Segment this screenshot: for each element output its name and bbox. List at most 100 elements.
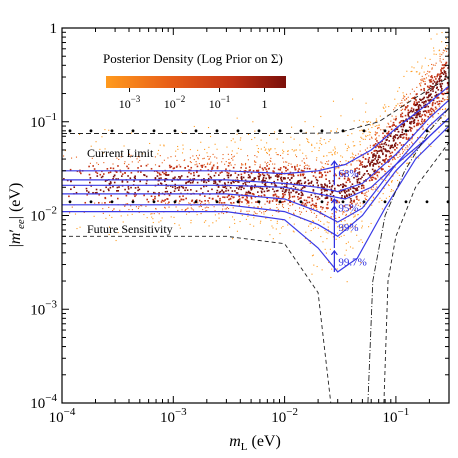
scatter-point	[240, 137, 242, 139]
scatter-point	[198, 199, 201, 202]
scatter-point	[257, 147, 259, 150]
scatter-point	[112, 210, 114, 212]
scatter-point	[397, 172, 399, 174]
scatter-point	[275, 185, 278, 187]
scatter-point	[431, 108, 434, 111]
scatter-point	[426, 85, 429, 88]
scatter-point	[382, 145, 385, 148]
scatter-point	[263, 211, 265, 213]
scatter-point	[230, 181, 232, 184]
scatter-point	[135, 193, 137, 196]
scatter-point	[413, 118, 416, 121]
scatter-point	[208, 202, 210, 204]
scatter-point	[283, 200, 286, 203]
scatter-point	[353, 216, 355, 218]
scatter-point	[379, 197, 381, 199]
scatter-point	[167, 202, 169, 204]
scatter-point	[124, 205, 126, 207]
scatter-point	[316, 198, 319, 201]
scatter-point	[300, 203, 303, 206]
scatter-point	[371, 126, 373, 129]
scatter-point	[160, 177, 162, 179]
scatter-point	[397, 179, 399, 182]
scatter-point	[431, 88, 433, 90]
scatter-point	[327, 229, 329, 231]
scatter-point	[239, 185, 242, 188]
scatter-point	[257, 169, 260, 172]
scatter-point	[370, 188, 372, 190]
scatter-point	[427, 105, 430, 108]
scatter-point	[344, 192, 347, 194]
scatter-point	[353, 156, 355, 158]
scatter-point	[363, 187, 365, 189]
scatter-point	[299, 164, 301, 166]
scatter-point	[356, 189, 359, 191]
scatter-point	[324, 197, 327, 200]
scatter-point	[372, 165, 375, 167]
scatter-point	[88, 173, 91, 176]
scatter-point	[178, 175, 180, 178]
scatter-point	[282, 187, 285, 190]
scatter-point	[224, 208, 226, 210]
scatter-point	[229, 186, 232, 189]
scatter-point	[411, 88, 413, 90]
scatter-point	[269, 149, 271, 151]
x-tick-label: 10−3	[160, 406, 187, 426]
scatter-point	[444, 115, 446, 117]
scatter-point	[204, 165, 207, 168]
scatter-point	[299, 217, 302, 219]
scatter-point	[154, 195, 156, 198]
scatter-point	[399, 105, 401, 107]
scatter-point	[187, 165, 189, 168]
scatter-point	[391, 181, 393, 183]
scatter-point	[344, 254, 346, 256]
scatter-point	[108, 189, 110, 192]
scatter-point	[219, 190, 222, 193]
scatter-point	[157, 179, 160, 182]
scatter-point	[362, 138, 364, 140]
scatter-point	[438, 78, 440, 80]
scatter-point	[219, 180, 221, 183]
scatter-point	[397, 90, 399, 92]
scatter-point	[334, 153, 336, 155]
dot	[89, 200, 93, 204]
scatter-point	[406, 98, 408, 100]
scatter-point	[340, 155, 342, 157]
scatter-point	[200, 179, 203, 182]
scatter-point	[274, 175, 277, 177]
scatter-point	[174, 183, 177, 186]
scatter-point	[258, 203, 260, 205]
scatter-point	[420, 88, 423, 91]
scatter-point	[224, 185, 227, 188]
scatter-point	[394, 145, 397, 147]
scatter-point	[276, 174, 279, 176]
scatter-point	[392, 158, 394, 160]
scatter-point	[314, 205, 317, 207]
scatter-point	[362, 121, 364, 123]
scatter-point	[217, 186, 220, 188]
scatter-point	[216, 157, 218, 159]
scatter-point	[358, 168, 361, 170]
scatter-point	[330, 151, 332, 153]
scatter-point	[436, 86, 439, 89]
scatter-point	[402, 158, 404, 160]
scatter-point	[294, 187, 297, 189]
scatter-point	[308, 196, 311, 199]
scatter-point	[216, 166, 219, 168]
scatter-point	[312, 254, 314, 256]
scatter-point	[214, 210, 216, 212]
scatter-point	[116, 157, 118, 159]
scatter-point	[282, 206, 285, 209]
scatter-point	[185, 197, 187, 200]
scatter-point	[359, 150, 361, 152]
dot	[257, 200, 261, 204]
scatter-point	[213, 174, 216, 177]
scatter-point	[376, 120, 378, 122]
scatter-point	[346, 223, 348, 225]
scatter-point	[321, 191, 323, 194]
scatter-point	[365, 135, 367, 137]
scatter-point	[356, 234, 358, 236]
scatter-point	[279, 169, 282, 171]
scatter-point	[223, 186, 226, 189]
scatter-point	[386, 132, 388, 135]
